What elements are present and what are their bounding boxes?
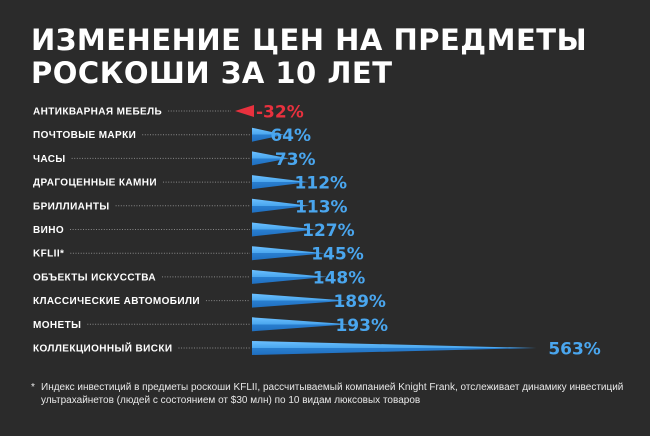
bar <box>252 127 285 142</box>
chart-row: МОНЕТЫ 193% <box>33 316 388 336</box>
bar <box>252 175 309 190</box>
chart-row: ОБЪЕКТЫ ИСКУССТВА 148% <box>33 268 365 288</box>
bar <box>252 269 327 284</box>
value-label: 189% <box>333 292 386 312</box>
value-label: 113% <box>295 197 348 217</box>
value-label: 64% <box>270 126 311 146</box>
category-label: МОНЕТЫ <box>33 320 81 331</box>
value-label: 193% <box>335 316 388 336</box>
bar <box>252 198 310 213</box>
chart-title: ИЗМЕНЕНИЕ ЦЕН НА ПРЕДМЕТЫ РОСКОШИ ЗА 10 … <box>31 24 631 90</box>
chart-row: KFLII* 145% <box>33 245 364 265</box>
category-label: ЧАСЫ <box>33 154 66 165</box>
bar <box>252 222 317 237</box>
footnote-mark: * <box>31 382 35 393</box>
chart-row: ДРАГОЦЕННЫЕ КАМНИ 112% <box>33 174 347 194</box>
bar <box>252 317 350 332</box>
chart-row: КОЛЛЕКЦИОННЫЙ ВИСКИ 563% <box>33 340 601 360</box>
category-label: ВИНО <box>33 225 64 236</box>
category-label: KFLII* <box>33 249 64 260</box>
chart-row: КЛАССИЧЕСКИЕ АВТОМОБИЛИ 189% <box>33 292 386 312</box>
value-label: 127% <box>302 221 355 241</box>
category-label: ПОЧТОВЫЕ МАРКИ <box>33 130 136 141</box>
category-label: ОБЪЕКТЫ ИСКУССТВА <box>33 272 156 283</box>
footnote-text: Индекс инвестиций в предметы роскоши KFL… <box>41 382 624 406</box>
chart-row: ВИНО 127% <box>33 221 355 241</box>
chart-row: АНТИКВАРНАЯ МЕБЕЛЬ -32% <box>33 103 304 123</box>
bar <box>252 151 289 166</box>
category-label: КОЛЛЕКЦИОННЫЙ ВИСКИ <box>33 342 172 355</box>
category-label: КЛАССИЧЕСКИЕ АВТОМОБИЛИ <box>33 296 200 307</box>
chart-row: ПОЧТОВЫЕ МАРКИ 64% <box>33 126 311 146</box>
category-label: АНТИКВАРНАЯ МЕБЕЛЬ <box>33 107 162 118</box>
chart-title-line-1: ИЗМЕНЕНИЕ ЦЕН НА ПРЕДМЕТЫ <box>31 23 588 57</box>
value-label: 148% <box>313 268 366 288</box>
value-label: 145% <box>311 245 364 265</box>
bar <box>252 246 326 261</box>
value-label: 112% <box>295 174 348 194</box>
value-label: 73% <box>275 150 316 170</box>
chart-title-line-2: РОСКОШИ ЗА 10 ЛЕТ <box>31 56 393 90</box>
bar <box>252 341 537 355</box>
bar <box>252 293 348 308</box>
chart-row: БРИЛЛИАНТЫ 113% <box>33 197 348 217</box>
category-label: ДРАГОЦЕННЫЕ КАМНИ <box>33 178 157 189</box>
chart-row: ЧАСЫ 73% <box>33 150 316 170</box>
bar <box>235 105 254 117</box>
value-label: 563% <box>548 340 601 360</box>
value-label: -32% <box>256 103 304 123</box>
category-label: БРИЛЛИАНТЫ <box>33 201 110 212</box>
footnote: * Индекс инвестиций в предметы роскоши K… <box>31 381 631 407</box>
